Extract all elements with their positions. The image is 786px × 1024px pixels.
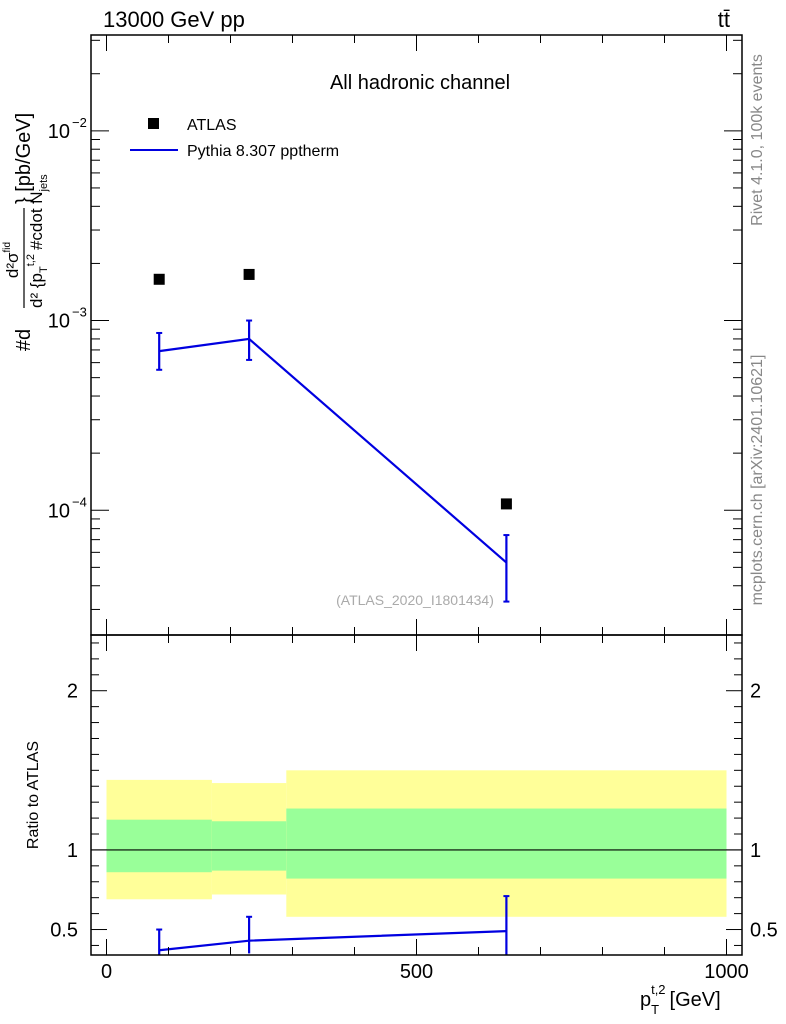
svg-text:d²σfid: d²σfid (2, 242, 22, 278)
ratio-marks (156, 895, 510, 955)
main-ytick-exp: −2 (72, 115, 87, 130)
svg-text:d² {pTt,2#cdot Njets: d² {pTt,2 #cdot Njets (25, 174, 50, 308)
ratio-ytick-label-left: 1 (67, 840, 78, 862)
svg-text:#d: #d (13, 329, 35, 351)
atlas-point (243, 268, 255, 280)
ylabel-unit: } [pb/GeV] (13, 113, 35, 204)
ratio-band-green (286, 808, 727, 879)
legend-pythia-label: Pythia 8.307 pptherm (187, 143, 339, 160)
ylabel-prefix: #d (13, 329, 35, 351)
ylabel-num-sup: fid (2, 242, 13, 253)
main-axis: 10−410−310−2 (48, 35, 742, 635)
ratio-ytick-label-left: 2 (67, 681, 78, 703)
main-ytick-label: 10 (48, 500, 70, 522)
ratio-ytick-label-right: 2 (750, 681, 761, 703)
rivet-label: Rivet 4.1.0, 100k events (749, 54, 766, 226)
mcplots-label: mcplots.cern.ch [arXiv:2401.10621] (749, 355, 766, 606)
main-ytick-exp: −4 (72, 494, 87, 509)
xlabel: pTt,2 [GeV] (640, 982, 721, 1017)
main-marks (153, 268, 512, 603)
xlabel-p: p (640, 989, 651, 1011)
main-ylabel: #d d²σfid d² {pTt,2 #cdot Njets } [pb/GeV… (2, 113, 50, 351)
main-panel: 10−410−310−2 All hadronic channel (ATLAS… (2, 34, 743, 636)
atlas-point (500, 498, 512, 510)
ratio-ylabel: Ratio to ATLAS (25, 741, 42, 849)
legend-atlas-label: ATLAS (187, 117, 237, 134)
ratio-xtick-label: 500 (400, 961, 433, 983)
ylabel-den: d² {p (27, 273, 46, 308)
atlas-point (153, 273, 165, 285)
ratio-band-green (211, 821, 287, 871)
ratio-band-green (106, 819, 212, 873)
watermark: (ATLAS_2020_I1801434) (336, 592, 494, 608)
ratio-xtick-label: 0 (101, 961, 112, 983)
xlabel-sup: t,2 (651, 982, 665, 997)
xlabel-sub: T (651, 1002, 659, 1017)
svg-text:pTt,2[GeV]: pTt,2 [GeV] (640, 982, 721, 1017)
ylabel-den-sub2: jets (38, 174, 50, 193)
ylabel-den-sub: T (38, 266, 50, 273)
process-label: tt̄ (718, 7, 730, 32)
ratio-bands (91, 770, 742, 917)
ylabel-den-rest: #cdot N (27, 191, 46, 250)
main-ytick-label: 10 (48, 311, 70, 333)
collision-label: 13000 GeV pp (103, 7, 245, 32)
mc-line (159, 337, 508, 564)
legend-atlas-marker (148, 118, 159, 129)
ratio-mc-line (159, 930, 507, 952)
ylabel-den-sup: t,2 (25, 254, 37, 266)
ylabel-num: d²σ (3, 252, 22, 278)
plot-title: All hadronic channel (330, 72, 510, 94)
ratio-ytick-label-right: 0.5 (750, 920, 778, 942)
main-ytick-exp: −3 (72, 305, 87, 320)
xlabel-unit: [GeV] (670, 989, 721, 1011)
ratio-ytick-label-right: 1 (750, 840, 761, 862)
ratio-ytick-label-left: 0.5 (50, 920, 78, 942)
main-ytick-label: 10 (48, 121, 70, 143)
legend: ATLAS Pythia 8.307 pptherm (130, 117, 339, 160)
ratio-xtick-label: 1000 (704, 961, 749, 983)
